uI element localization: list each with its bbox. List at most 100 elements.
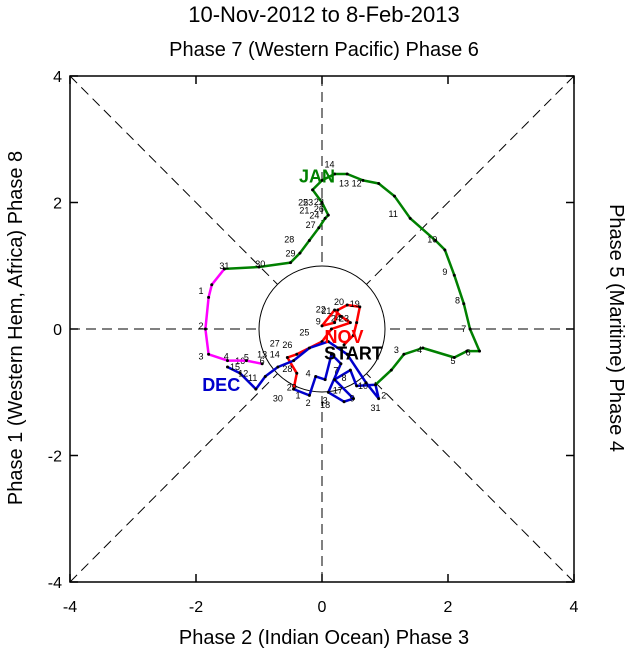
day-point xyxy=(203,327,207,331)
top-phase-label: Phase 7 (Western Pacific) Phase 6 xyxy=(169,39,479,61)
series-feb: 1 2 3 4 5 6 xyxy=(199,267,265,366)
day-point xyxy=(342,400,346,404)
day-label: 30 xyxy=(273,394,283,404)
day-label: 3 xyxy=(323,396,328,406)
day-point xyxy=(207,295,211,299)
day-point xyxy=(323,378,327,382)
month-label-start: START xyxy=(324,343,383,363)
unit-circle xyxy=(258,265,386,393)
day-label: 8 xyxy=(342,373,347,383)
day-label: 7 xyxy=(461,324,466,334)
day-point xyxy=(317,226,321,230)
day-point xyxy=(326,340,330,344)
day-point xyxy=(329,352,333,356)
day-point xyxy=(339,362,343,366)
day-point xyxy=(333,308,337,312)
day-label: 9 xyxy=(316,317,321,327)
day-label: 24 xyxy=(331,313,341,323)
day-label: 14 xyxy=(325,160,335,170)
day-label: 15 xyxy=(230,362,240,372)
day-point xyxy=(226,365,229,369)
day-label: 28 xyxy=(284,234,294,244)
day-label: 29 xyxy=(287,382,297,392)
y-tick-label: -4 xyxy=(48,575,62,592)
day-label: 31 xyxy=(219,261,229,271)
day-label: 2 xyxy=(199,321,204,331)
day-point xyxy=(377,397,381,401)
day-point xyxy=(402,352,406,356)
day-label: 17 xyxy=(333,386,343,396)
day-point xyxy=(348,368,352,372)
day-point xyxy=(292,387,296,391)
day-point xyxy=(207,352,211,356)
day-point xyxy=(468,327,472,331)
day-label: 29 xyxy=(285,248,295,258)
day-point xyxy=(333,172,337,176)
day-label: 9 xyxy=(442,267,447,277)
day-label: 10 xyxy=(427,234,437,244)
x-tick-label: 2 xyxy=(444,599,453,616)
day-point xyxy=(478,349,481,353)
x-tick-label: -4 xyxy=(63,599,77,616)
day-label: 13 xyxy=(257,349,267,359)
day-label: 1 xyxy=(199,286,204,296)
series-line-dec xyxy=(226,340,380,403)
day-point xyxy=(276,365,280,369)
day-point xyxy=(311,188,315,192)
day-point xyxy=(355,384,359,388)
day-label: 8 xyxy=(455,296,460,306)
day-label: 21 xyxy=(299,205,309,215)
day-label: 5 xyxy=(451,356,456,366)
day-point xyxy=(465,349,469,353)
day-point xyxy=(238,371,242,375)
day-label: 23 xyxy=(339,313,349,323)
day-point xyxy=(326,213,330,217)
x-tick-label: -2 xyxy=(189,599,203,616)
day-point xyxy=(361,178,365,182)
x-tick-label: 0 xyxy=(318,599,327,616)
day-label: 12 xyxy=(352,179,362,189)
left-phase-label: Phase 1 (Western Hem, Africa) Phase 8 xyxy=(5,151,27,505)
day-point xyxy=(314,374,318,378)
day-point xyxy=(443,248,447,252)
day-label: 24 xyxy=(309,210,319,220)
day-point xyxy=(298,251,302,255)
day-point xyxy=(323,216,327,220)
day-label: 4 xyxy=(306,368,311,378)
day-point xyxy=(345,352,349,356)
day-point xyxy=(263,374,267,378)
x-tick-label: 4 xyxy=(570,599,579,616)
day-label: 27 xyxy=(306,220,316,230)
day-point xyxy=(433,238,437,242)
day-point xyxy=(295,352,299,356)
day-label: 1 xyxy=(296,391,301,401)
day-point xyxy=(358,305,362,309)
month-labels: NOV DEC JAN START xyxy=(202,166,383,395)
day-label: 25 xyxy=(298,198,308,208)
day-point xyxy=(421,346,425,350)
day-point xyxy=(289,261,292,265)
day-point xyxy=(292,359,296,363)
day-label: 31 xyxy=(371,403,381,413)
day-point xyxy=(210,283,214,287)
day-label: 27 xyxy=(270,339,280,349)
day-label: 3 xyxy=(394,345,399,355)
month-label-jan: JAN xyxy=(299,166,335,186)
day-point xyxy=(333,378,337,382)
right-phase-label: Phase 5 (Maritime) Phase 4 xyxy=(605,204,627,452)
day-point xyxy=(320,324,324,328)
day-point xyxy=(320,201,324,204)
day-point xyxy=(462,302,466,306)
day-point xyxy=(307,393,311,397)
day-point xyxy=(352,397,355,401)
day-label: 11 xyxy=(389,209,398,219)
day-point xyxy=(392,194,396,198)
day-label: 23 xyxy=(303,198,313,208)
chart-title: 10-Nov-2012 to 8-Feb-2013 xyxy=(188,2,460,27)
day-label: 6 xyxy=(260,356,265,366)
day-point xyxy=(452,273,456,277)
day-label: 2 xyxy=(381,391,386,401)
